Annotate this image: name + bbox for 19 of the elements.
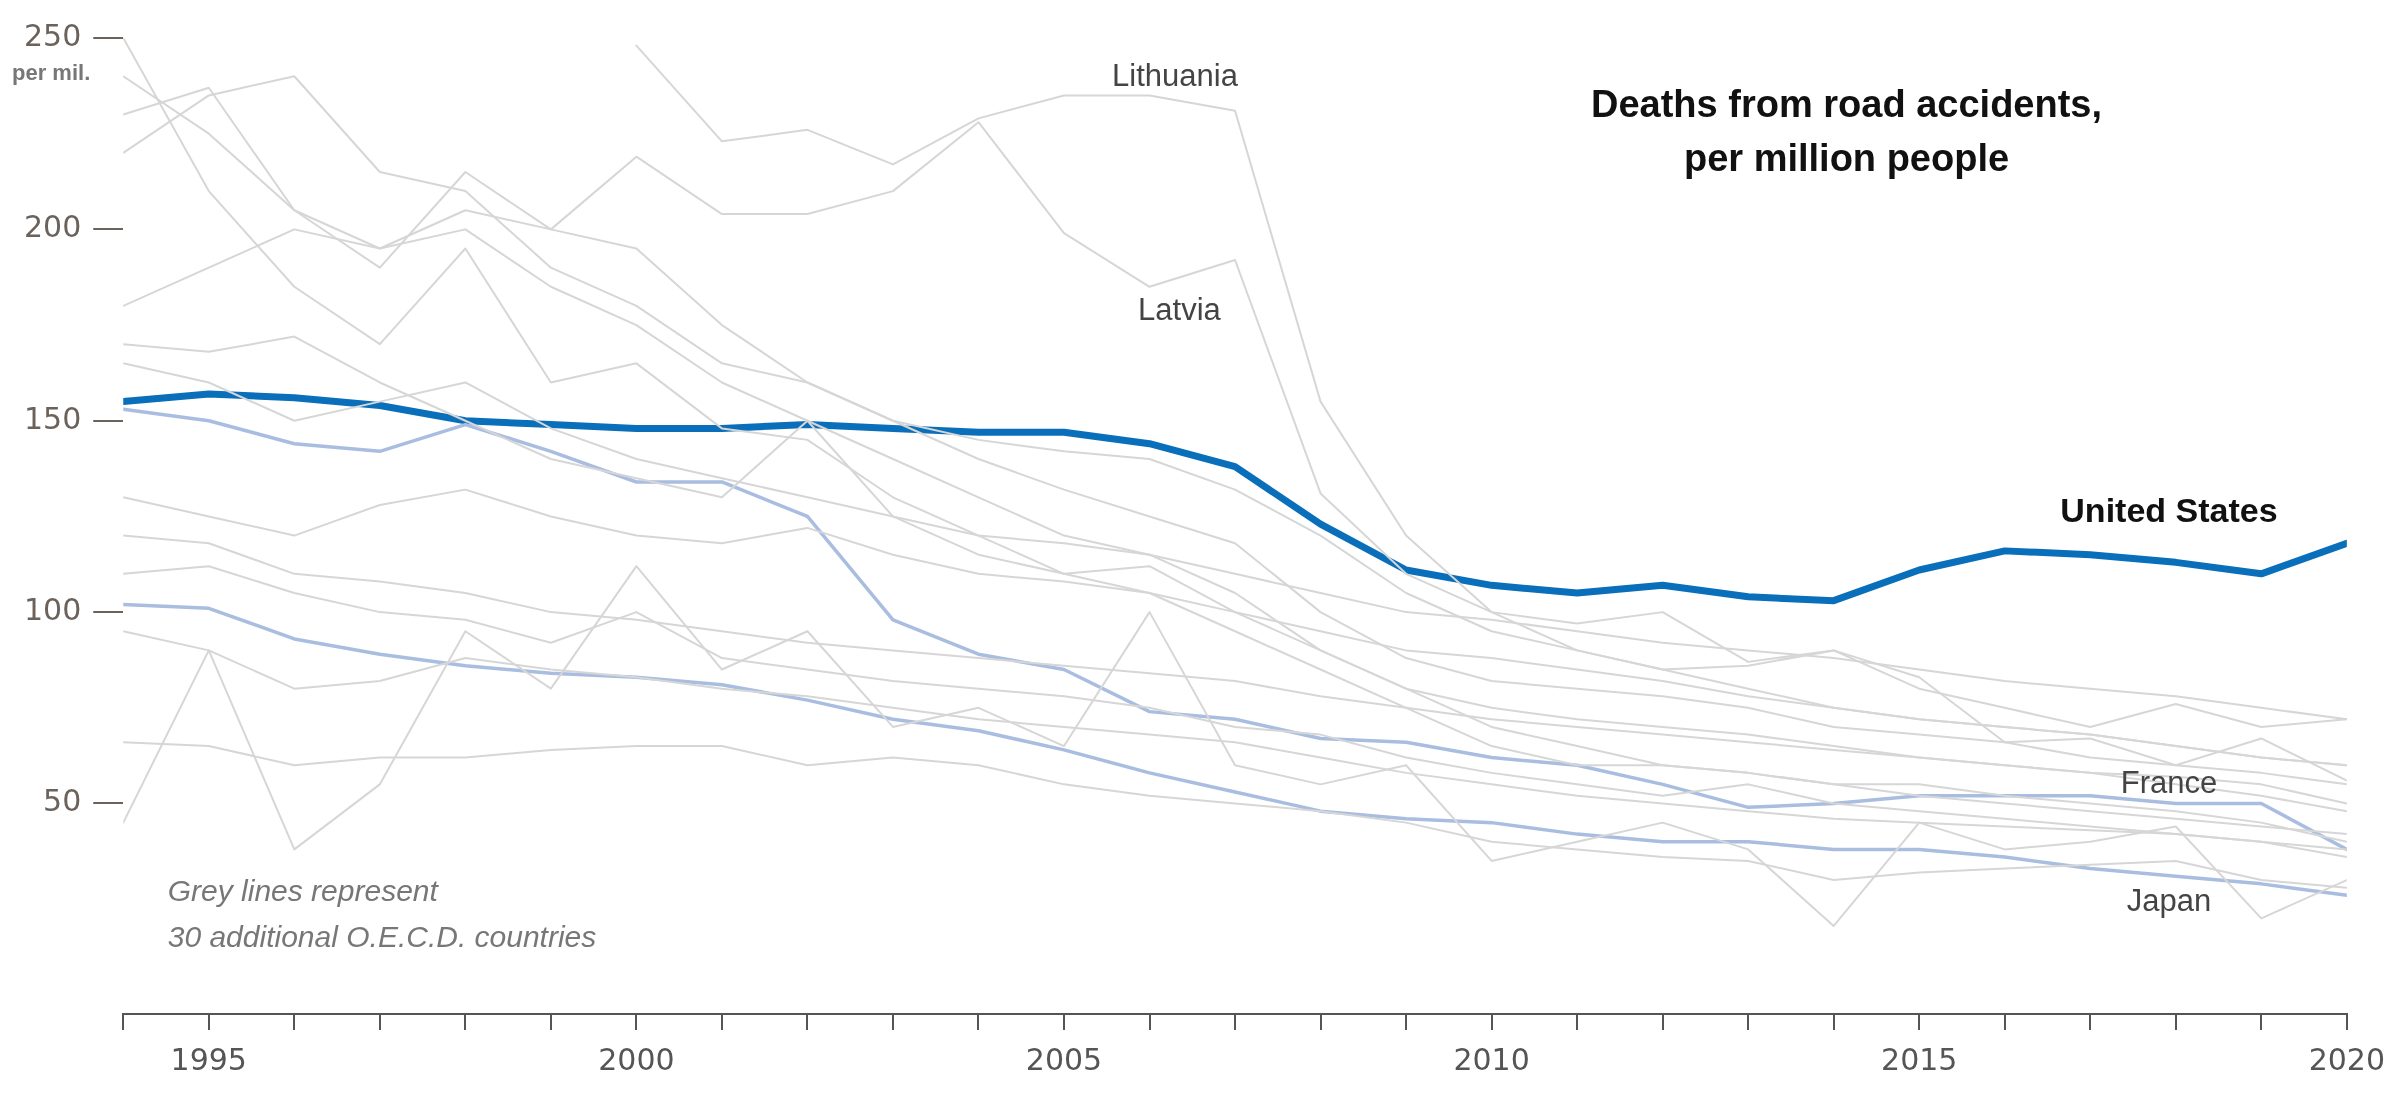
x-tick-label: 2010 bbox=[1453, 1041, 1530, 1077]
x-tick-label: 2020 bbox=[2308, 1041, 2386, 1077]
x-tick-label: 2000 bbox=[598, 1041, 675, 1077]
annotation: Grey lines represent 30 additional O.E.C.D. countries bbox=[167, 874, 597, 954]
text: Deaths from road accidents, per million people bbox=[1591, 82, 2103, 179]
y-tick-label: 150 bbox=[24, 400, 82, 436]
y-axis-title: per mil. bbox=[12, 60, 91, 86]
x-tick-label: 1995 bbox=[170, 1041, 247, 1077]
y-tick-label: 200 bbox=[24, 209, 82, 245]
x-tick-label: 2005 bbox=[1025, 1041, 1103, 1077]
series-label: Latvia bbox=[1138, 291, 1222, 327]
series-label: France bbox=[2120, 765, 2218, 801]
y-tick-label: 100 bbox=[24, 591, 82, 627]
y-tick-label: 50 bbox=[43, 783, 82, 819]
x-tick-label: 2015 bbox=[1881, 1041, 1958, 1077]
y-tick-label: 250 bbox=[24, 17, 82, 53]
series-label: Japan bbox=[2126, 883, 2212, 919]
series-label: Lithuania bbox=[1112, 57, 1239, 93]
series-label: United States bbox=[2060, 490, 2278, 529]
